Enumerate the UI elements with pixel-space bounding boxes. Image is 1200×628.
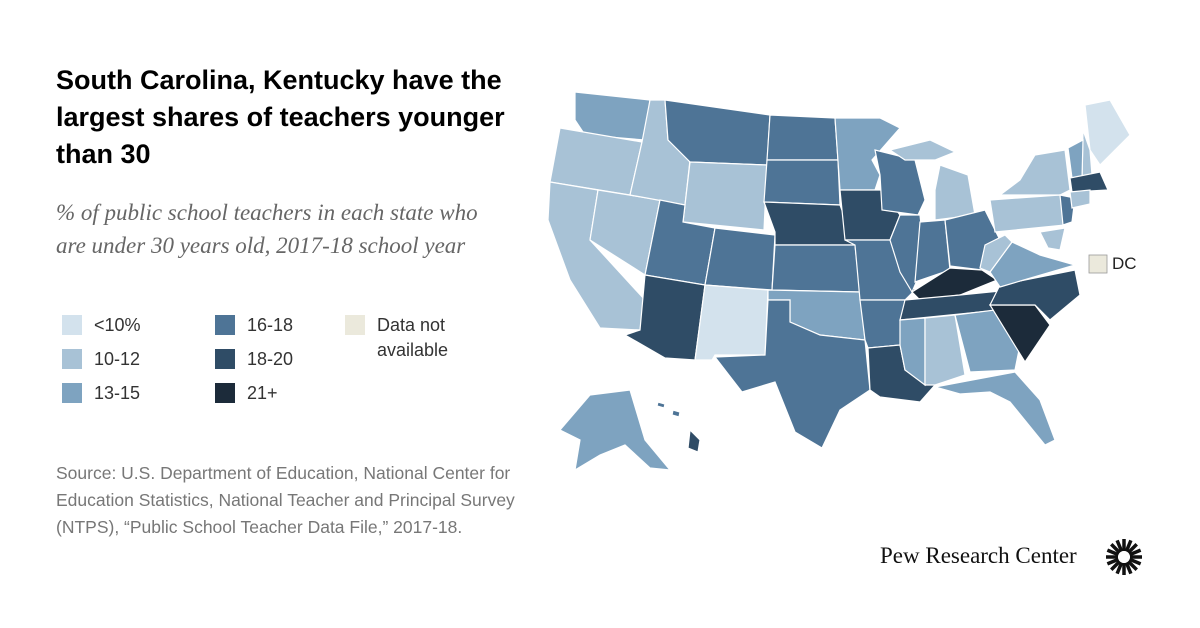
legend-label: <10% — [94, 315, 141, 335]
legend-item: 13-15 — [62, 381, 140, 406]
title: South Carolina, Kentucky have the larges… — [56, 65, 505, 169]
legend-item: 10-12 — [62, 347, 140, 372]
state — [704, 227, 776, 291]
legend: <10% 10-12 13-15 16-18 18-20 21+ Data not avai… — [62, 313, 502, 423]
state — [1067, 138, 1084, 179]
legend-item: <10% — [62, 313, 141, 338]
subtitle: % of public school teachers in each stat… — [56, 200, 478, 258]
logo: Pew Research Center — [880, 543, 1077, 568]
legend-swatch — [62, 383, 82, 403]
legend-swatch — [215, 383, 235, 403]
state — [687, 428, 701, 453]
state — [763, 159, 841, 206]
state — [998, 149, 1071, 196]
legend-item: 18-20 — [215, 347, 293, 372]
legend-item: Data not available — [345, 313, 465, 363]
state — [766, 114, 839, 161]
state — [1069, 189, 1091, 209]
state — [671, 409, 681, 418]
legend-swatch — [62, 349, 82, 369]
state — [934, 371, 1056, 446]
dc-label: DC — [1112, 254, 1137, 273]
legend-item: 16-18 — [215, 313, 293, 338]
legend-label: 18-20 — [247, 349, 294, 369]
source: Source: U.S. Department of Education, Na… — [56, 463, 515, 537]
state — [682, 161, 768, 231]
state — [559, 389, 672, 472]
legend-label: Data not available — [377, 315, 449, 360]
state — [979, 234, 1013, 273]
dc-swatch — [1088, 254, 1108, 274]
state — [713, 299, 871, 449]
state — [989, 194, 1066, 233]
legend-label: 13-15 — [94, 383, 141, 403]
legend-swatch — [62, 315, 82, 335]
legend-item: 21+ — [215, 381, 278, 406]
state — [1039, 227, 1066, 251]
legend-label: 21+ — [247, 383, 278, 403]
legend-swatch — [215, 315, 235, 335]
state — [924, 314, 966, 386]
state — [1084, 99, 1131, 166]
state — [934, 164, 976, 221]
state — [694, 284, 769, 361]
state — [888, 139, 957, 161]
legend-swatch — [345, 315, 365, 335]
state — [899, 317, 926, 387]
legend-label: 16-18 — [247, 315, 294, 335]
state — [1069, 171, 1109, 193]
state — [771, 244, 861, 293]
state — [656, 401, 666, 409]
legend-swatch — [215, 349, 235, 369]
state — [859, 299, 906, 349]
legend-label: 10-12 — [94, 349, 141, 369]
logo-mark — [1106, 539, 1142, 575]
